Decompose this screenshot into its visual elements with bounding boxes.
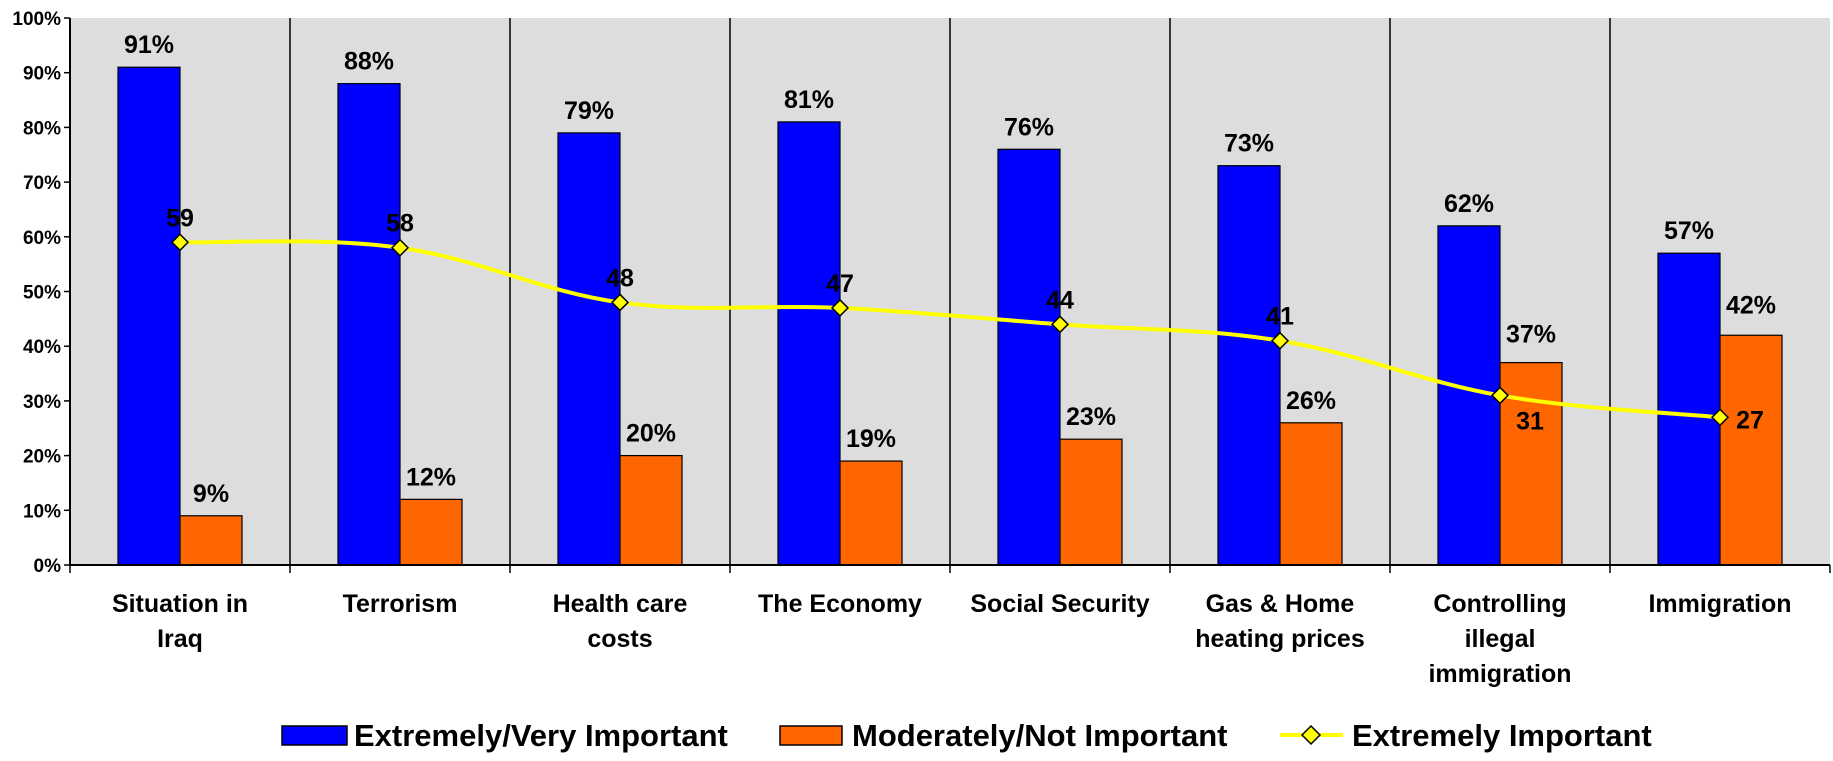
bar-moderately-not-important [1279, 422, 1343, 566]
bar-extremely-very-important [1217, 165, 1281, 566]
x-category-line: immigration [1428, 660, 1571, 688]
line-point-diamond [1050, 315, 1070, 334]
x-category-line: Health care [553, 590, 688, 618]
x-category-label: Controlling illegal immigration [1428, 590, 1571, 688]
bar-moderately-not-important [179, 515, 243, 566]
x-category-line: Gas & Home [1206, 590, 1355, 618]
x-category-line: costs [587, 625, 652, 653]
y-tick-label: 0% [34, 556, 62, 577]
bar-extremely-very-important [337, 83, 401, 566]
x-category-line: Social Security [970, 590, 1149, 618]
bar-extremely-very-important [1657, 252, 1721, 566]
data-label-extremely-important: 58 [386, 210, 414, 238]
data-label-extremely-important: 41 [1266, 303, 1294, 331]
line-point-diamond [1270, 331, 1290, 350]
x-category-line: Controlling [1433, 590, 1566, 618]
data-label-extremely-very-important: 91% [124, 31, 174, 59]
data-label-extremely-very-important: 76% [1004, 113, 1054, 141]
x-category-line: heating prices [1195, 625, 1365, 653]
x-category-label: Immigration [1648, 590, 1791, 618]
data-label-moderately-not-important: 42% [1726, 291, 1776, 319]
x-category-label: Gas & Home heating prices [1195, 590, 1365, 653]
data-label-extremely-very-important: 62% [1444, 190, 1494, 218]
data-label-moderately-not-important: 19% [846, 425, 896, 453]
bar-moderately-not-important [839, 460, 903, 566]
bar-moderately-not-important [619, 455, 683, 566]
data-label-extremely-very-important: 73% [1224, 130, 1274, 158]
x-category-line: illegal [1465, 625, 1536, 653]
bar-extremely-very-important [997, 148, 1061, 566]
x-category-line: The Economy [758, 590, 922, 618]
x-category-label: Terrorism [343, 590, 458, 618]
x-category-line: Terrorism [343, 590, 458, 618]
data-label-extremely-very-important: 79% [564, 97, 614, 125]
y-tick-label: 70% [23, 173, 61, 194]
bar-moderately-not-important [399, 498, 463, 566]
legend-swatch-extremely-very-important [281, 725, 348, 746]
x-category-label: Health care costs [553, 590, 688, 653]
y-tick-label: 30% [23, 392, 61, 413]
data-label-moderately-not-important: 12% [406, 463, 456, 491]
bar-moderately-not-important [1499, 362, 1563, 566]
y-tick-label: 90% [23, 64, 61, 85]
line-point-diamond [610, 293, 630, 312]
line-point-diamond [170, 233, 190, 252]
data-label-extremely-important: 48 [606, 264, 634, 292]
data-label-moderately-not-important: 9% [193, 480, 229, 508]
data-label-extremely-very-important: 88% [344, 48, 394, 76]
legend-swatch-moderately-not-important [779, 725, 843, 746]
x-category-line: Situation in [112, 590, 248, 618]
line-extremely-important [179, 239, 1721, 420]
data-label-moderately-not-important: 26% [1286, 387, 1336, 415]
line-point-diamond [830, 298, 850, 317]
line-point-diamond [390, 238, 410, 257]
legend-label-extremely-important: Extremely Important [1352, 718, 1652, 753]
bar-extremely-very-important [777, 121, 841, 566]
bar-moderately-not-important [1719, 334, 1783, 566]
y-tick-label: 60% [23, 228, 61, 249]
x-category-line: Iraq [157, 625, 203, 653]
bar-extremely-very-important [557, 132, 621, 566]
x-category-label: Situation in Iraq [112, 590, 248, 653]
y-tick-label: 50% [23, 283, 61, 304]
x-category-line: Immigration [1648, 590, 1791, 618]
data-label-moderately-not-important: 37% [1506, 321, 1556, 349]
data-label-extremely-important: 31 [1516, 407, 1544, 435]
x-category-label: The Economy [758, 590, 922, 618]
data-label-extremely-important: 44 [1046, 286, 1074, 314]
data-label-moderately-not-important: 20% [626, 420, 676, 448]
data-label-extremely-important: 59 [166, 204, 194, 232]
data-label-moderately-not-important: 23% [1066, 403, 1116, 431]
y-tick-label: 80% [23, 118, 61, 139]
y-tick-label: 100% [12, 9, 61, 30]
y-tick-label: 10% [23, 501, 61, 522]
line-point-diamond [1710, 408, 1730, 427]
y-tick-label: 40% [23, 337, 61, 358]
y-tick-label: 20% [23, 447, 61, 468]
bar-extremely-very-important [117, 66, 181, 566]
x-category-label: Social Security [970, 590, 1149, 618]
line-point-diamond [1490, 386, 1510, 405]
data-label-extremely-very-important: 57% [1664, 217, 1714, 245]
data-label-extremely-important: 27 [1736, 406, 1764, 434]
bar-moderately-not-important [1059, 438, 1123, 566]
legend-marker-diamond [1300, 724, 1322, 746]
data-label-extremely-important: 47 [826, 270, 854, 298]
legend-label-extremely-very-important: Extremely/Very Important [354, 718, 728, 753]
data-label-extremely-very-important: 81% [784, 86, 834, 114]
legend-label-moderately-not-important: Moderately/Not Important [852, 718, 1227, 753]
